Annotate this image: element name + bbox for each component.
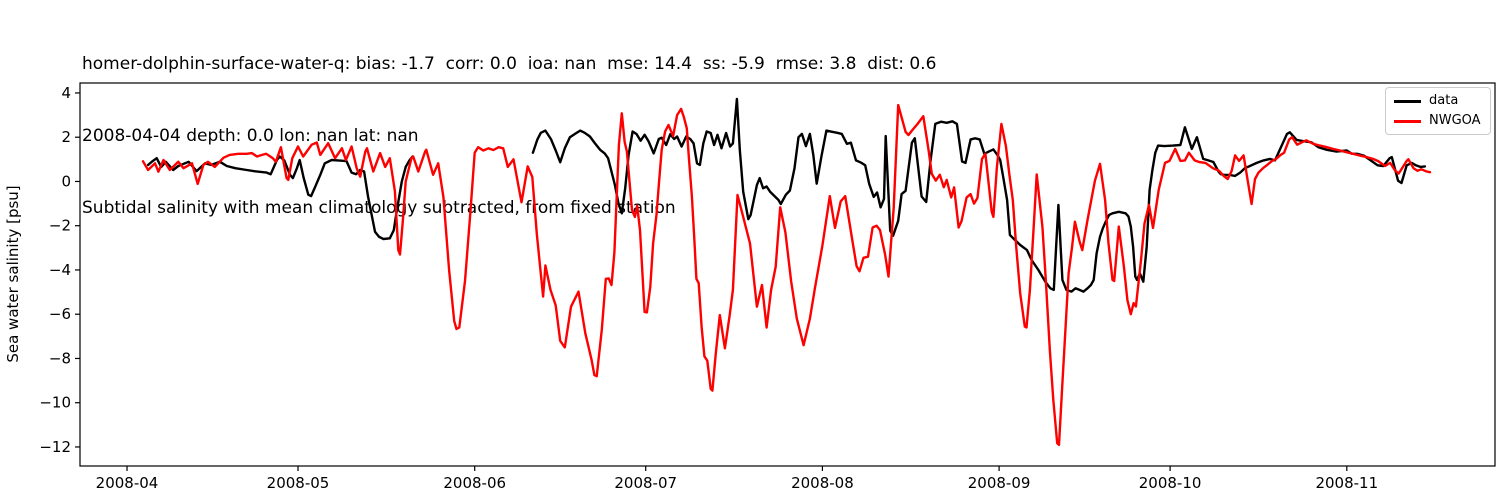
title-meta-line: 2008-04-04 depth: 0.0 lon: nan lat: nan xyxy=(82,126,419,146)
x-tick-label: 2008-05 xyxy=(267,474,330,492)
legend-item-nwgoa: NWGOA xyxy=(1394,114,1482,128)
y-tick-label: −8 xyxy=(49,349,71,367)
y-tick-label: −10 xyxy=(39,394,71,412)
y-tick-label: 4 xyxy=(61,84,71,102)
series-line-nwgoa xyxy=(141,103,1432,446)
legend: data NWGOA xyxy=(1385,87,1491,135)
y-axis-label: Sea water salinity [psu] xyxy=(4,185,22,363)
legend-line-swatch xyxy=(1394,99,1421,103)
legend-item-data: data xyxy=(1394,94,1482,108)
y-tick-label: 0 xyxy=(61,172,71,190)
x-tick-label: 2008-08 xyxy=(791,474,854,492)
legend-label: NWGOA xyxy=(1429,113,1481,128)
x-tick-label: 2008-10 xyxy=(1139,474,1202,492)
legend-label: data xyxy=(1429,93,1459,108)
x-tick-label: 2008-06 xyxy=(443,474,506,492)
x-tick-label: 2008-07 xyxy=(614,474,677,492)
y-tick-label: 2 xyxy=(61,128,71,146)
y-tick-label: −4 xyxy=(49,261,71,279)
x-tick-label: 2008-11 xyxy=(1315,474,1378,492)
x-tick-label: 2008-04 xyxy=(96,474,159,492)
title-stats-line: homer-dolphin-surface-water-q: bias: -1.… xyxy=(82,54,937,74)
plot-frame xyxy=(79,82,1496,467)
y-tick-label: −12 xyxy=(39,438,71,456)
y-tick-label: −6 xyxy=(49,305,71,323)
x-tick-label: 2008-09 xyxy=(968,474,1031,492)
legend-line-swatch xyxy=(1394,119,1421,123)
y-tick-label: −2 xyxy=(49,217,71,235)
series-line-data xyxy=(146,97,1427,293)
